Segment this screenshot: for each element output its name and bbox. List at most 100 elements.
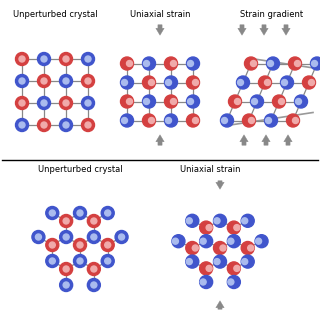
- Circle shape: [227, 235, 240, 248]
- Circle shape: [200, 221, 213, 234]
- Circle shape: [273, 95, 285, 108]
- Circle shape: [213, 242, 227, 254]
- Circle shape: [220, 245, 226, 251]
- Circle shape: [234, 265, 240, 271]
- Circle shape: [200, 238, 206, 244]
- Circle shape: [187, 57, 199, 70]
- Circle shape: [171, 60, 177, 67]
- Circle shape: [248, 245, 254, 251]
- Circle shape: [19, 122, 25, 128]
- Circle shape: [267, 57, 279, 70]
- Circle shape: [214, 259, 220, 265]
- Circle shape: [63, 56, 69, 62]
- Circle shape: [91, 266, 97, 272]
- Circle shape: [221, 117, 228, 124]
- Circle shape: [49, 258, 55, 264]
- Circle shape: [234, 225, 240, 231]
- Circle shape: [188, 60, 194, 67]
- Circle shape: [85, 122, 91, 128]
- Circle shape: [200, 235, 213, 248]
- Circle shape: [101, 206, 114, 220]
- Circle shape: [122, 79, 127, 85]
- Circle shape: [87, 214, 100, 228]
- Circle shape: [206, 225, 212, 231]
- Circle shape: [105, 242, 111, 248]
- Circle shape: [237, 79, 244, 85]
- Circle shape: [82, 118, 94, 132]
- Circle shape: [242, 259, 248, 265]
- Circle shape: [165, 117, 172, 124]
- Circle shape: [289, 57, 301, 70]
- Circle shape: [294, 60, 300, 67]
- Circle shape: [142, 76, 156, 89]
- Circle shape: [243, 114, 255, 127]
- Circle shape: [74, 206, 86, 220]
- Circle shape: [235, 99, 241, 105]
- Circle shape: [122, 117, 127, 124]
- Circle shape: [41, 78, 47, 84]
- Circle shape: [188, 99, 194, 105]
- Circle shape: [60, 97, 73, 109]
- Circle shape: [294, 95, 308, 108]
- Circle shape: [213, 214, 227, 227]
- Circle shape: [63, 282, 69, 288]
- Circle shape: [19, 100, 25, 106]
- Text: Strain gradient: Strain gradient: [240, 10, 304, 19]
- Circle shape: [265, 79, 270, 85]
- Circle shape: [41, 100, 47, 106]
- Circle shape: [142, 95, 156, 108]
- Circle shape: [268, 60, 274, 67]
- Circle shape: [281, 76, 293, 89]
- Circle shape: [74, 238, 86, 252]
- Circle shape: [87, 230, 100, 244]
- Circle shape: [286, 114, 300, 127]
- Circle shape: [164, 57, 178, 70]
- Circle shape: [82, 52, 94, 66]
- Circle shape: [165, 79, 172, 85]
- Circle shape: [213, 255, 227, 268]
- Circle shape: [193, 79, 198, 85]
- Circle shape: [77, 242, 83, 248]
- Circle shape: [164, 76, 178, 89]
- Circle shape: [259, 76, 271, 89]
- Text: Uniaxial strain: Uniaxial strain: [130, 10, 190, 19]
- Circle shape: [200, 279, 206, 285]
- Circle shape: [82, 97, 94, 109]
- Circle shape: [74, 254, 86, 268]
- Circle shape: [206, 265, 212, 271]
- Circle shape: [242, 218, 248, 224]
- Circle shape: [91, 282, 97, 288]
- Circle shape: [186, 255, 199, 268]
- Circle shape: [15, 118, 28, 132]
- Circle shape: [187, 114, 199, 127]
- Circle shape: [187, 95, 199, 108]
- Circle shape: [192, 245, 198, 251]
- Circle shape: [164, 95, 178, 108]
- Circle shape: [63, 234, 69, 240]
- Circle shape: [87, 262, 100, 276]
- Circle shape: [105, 210, 111, 216]
- Circle shape: [115, 230, 128, 244]
- Circle shape: [32, 230, 45, 244]
- Circle shape: [143, 60, 149, 67]
- Circle shape: [60, 52, 73, 66]
- Circle shape: [142, 114, 156, 127]
- Circle shape: [37, 75, 51, 87]
- Circle shape: [214, 218, 220, 224]
- Circle shape: [91, 234, 97, 240]
- Circle shape: [91, 218, 97, 224]
- Circle shape: [308, 79, 315, 85]
- Circle shape: [142, 57, 156, 70]
- Circle shape: [15, 52, 28, 66]
- Circle shape: [282, 79, 287, 85]
- Circle shape: [172, 235, 185, 248]
- Circle shape: [227, 276, 240, 289]
- Circle shape: [265, 114, 277, 127]
- Circle shape: [171, 99, 177, 105]
- Circle shape: [121, 76, 133, 89]
- Circle shape: [60, 278, 73, 292]
- Circle shape: [63, 218, 69, 224]
- Circle shape: [105, 258, 111, 264]
- Circle shape: [41, 122, 47, 128]
- Circle shape: [295, 99, 301, 105]
